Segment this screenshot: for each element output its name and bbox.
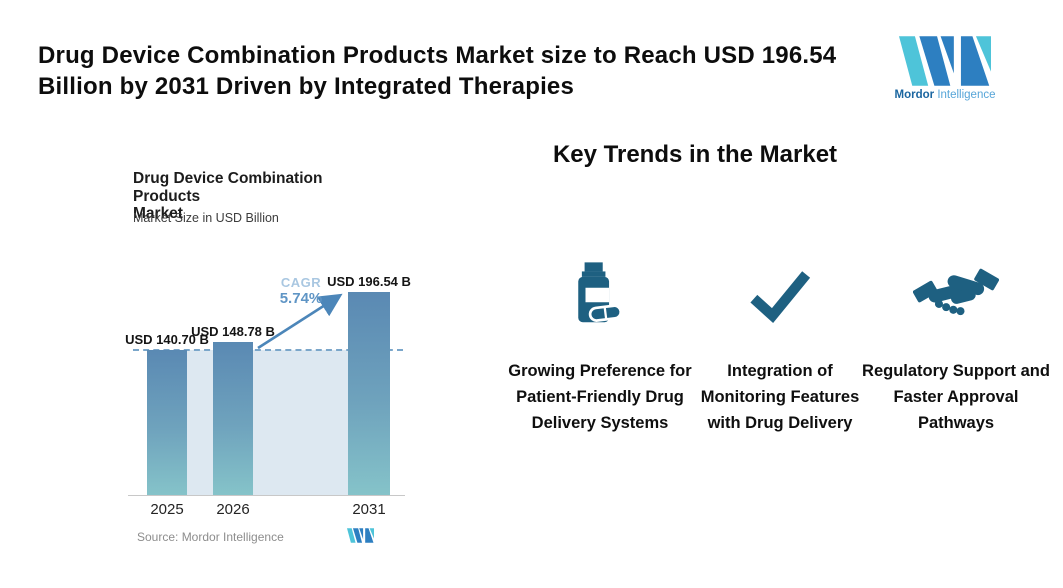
chart-title: Drug Device Combination Products Market [133,170,391,223]
cagr-value: 5.74% [279,290,323,307]
trend-item-drug-delivery: Growing Preference for Patient-Friendly … [505,252,695,436]
bar [213,342,253,495]
chart-title-line2: Market [133,205,183,222]
page-title-line1: Drug Device Combination Products Market … [38,42,837,69]
x-axis-tick-label: 2025 [150,501,184,518]
chart-title-line1: Drug Device Combination Products [133,170,323,205]
cagr-label: CAGR [280,275,322,290]
x-axis-tick-label: 2026 [216,501,250,518]
mordor-intelligence-logo-icon [899,36,991,86]
cagr-trend-arrow-icon [257,293,343,350]
bar-value-label: USD 140.70 B [125,332,209,347]
bar [147,350,187,495]
brand-logo: Mordor Intelligence [893,36,997,101]
bar [348,292,390,495]
x-axis-line [128,495,405,496]
trend-label: Integration of Monitoring Features with … [700,362,860,432]
trend-label: Growing Preference for Patient-Friendly … [508,362,692,432]
trend-item-regulatory: Regulatory Support and Faster Approval P… [861,252,1051,436]
mordor-intelligence-mini-logo-icon [347,528,374,543]
page-title: Drug Device Combination Products Market … [38,40,883,102]
chart-subtitle: Market Size in USD Billion [133,211,279,225]
source-note: Source: Mordor Intelligence [137,530,284,544]
trend-label: Regulatory Support and Faster Approval P… [862,362,1050,432]
x-axis-tick-label: 2031 [352,501,386,518]
brand-name-bold: Mordor [894,89,935,101]
reference-shade-area [147,350,390,495]
page-title-line2: Billion by 2031 Driven by Integrated The… [38,73,575,100]
pill-bottle-icon [578,262,623,323]
handshake-icon [913,268,999,316]
brand-name: Mordor Intelligence [893,89,997,101]
checkmark-icon [750,271,811,323]
trend-item-monitoring: Integration of Monitoring Features with … [685,252,875,436]
trends-heading: Key Trends in the Market [552,141,838,168]
brand-name-light: Intelligence [937,89,996,101]
